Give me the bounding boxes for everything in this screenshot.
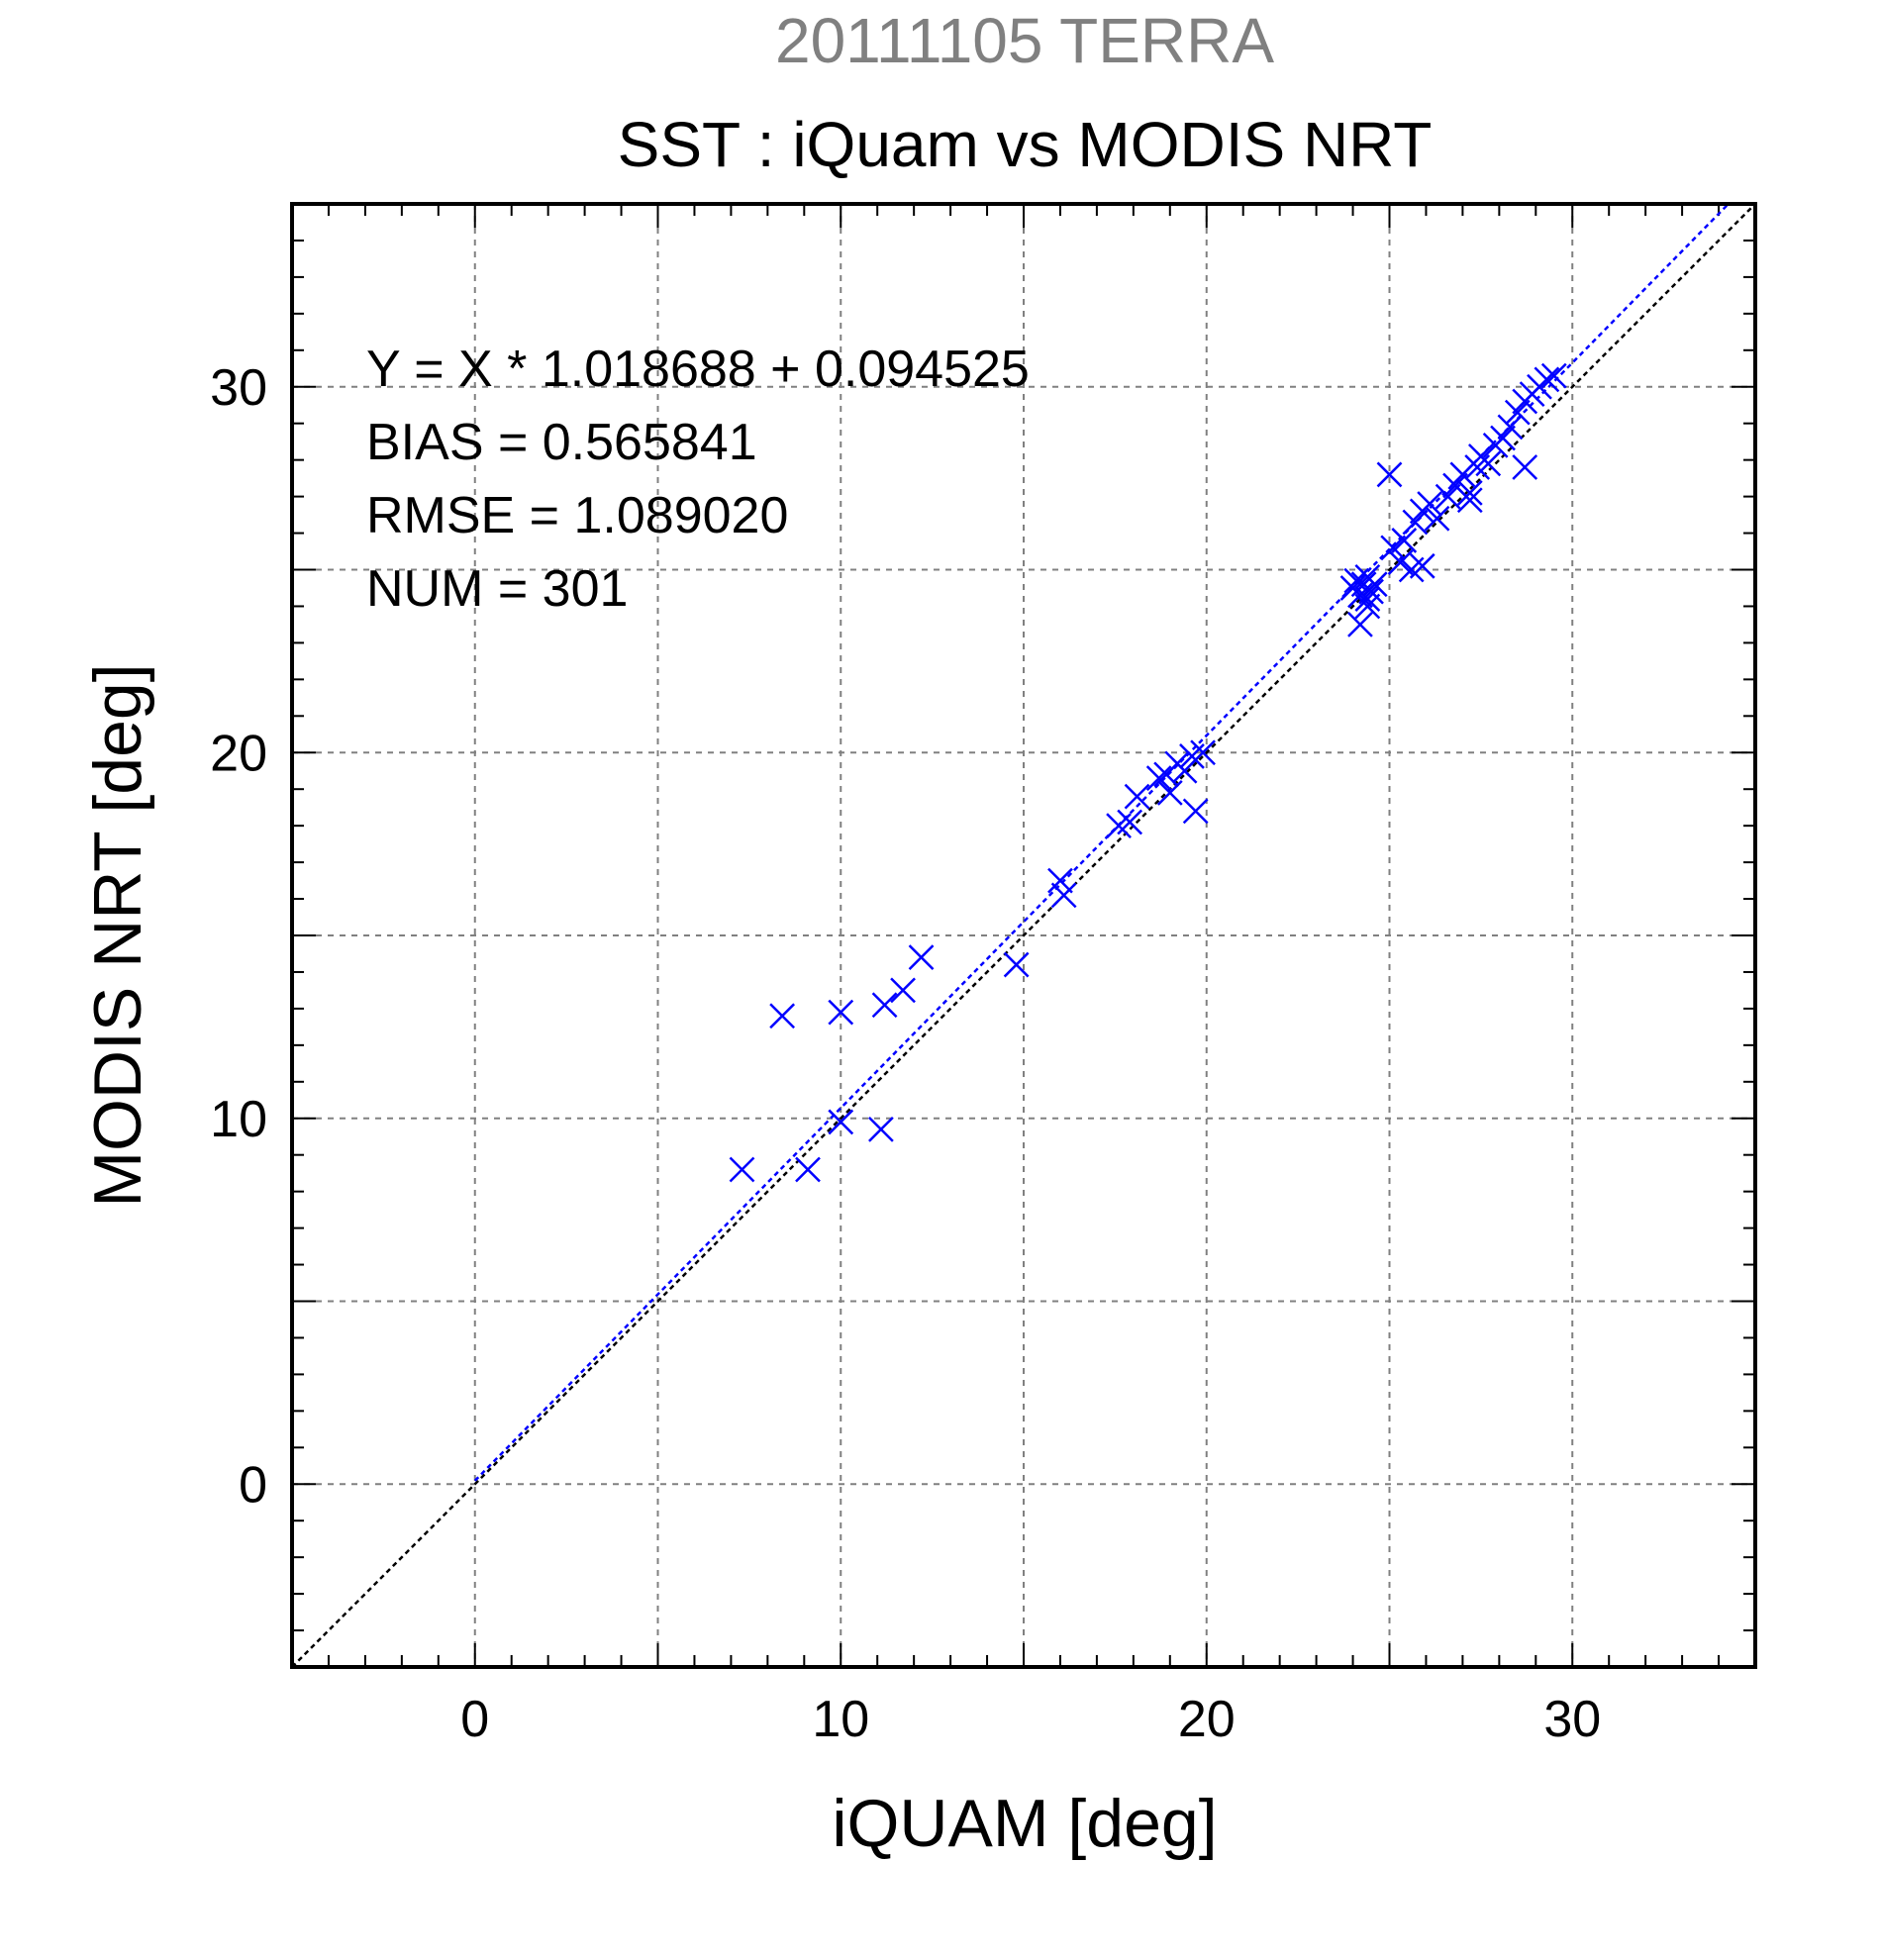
data-point	[1047, 867, 1073, 894]
data-point	[1124, 783, 1150, 810]
data-point	[1435, 483, 1461, 510]
data-point	[1424, 505, 1450, 532]
y-tick-label: 0	[239, 1456, 267, 1514]
x-axis-label: iQUAM [deg]	[832, 1786, 1217, 1861]
data-point	[890, 977, 916, 1004]
data-points	[729, 362, 1567, 1183]
data-point	[1409, 552, 1436, 579]
y-tick-label: 10	[210, 1091, 267, 1148]
tick-labels: 0 10 20 30 0 10 20 30	[210, 359, 1601, 1748]
data-point	[729, 1156, 755, 1183]
data-point	[1475, 450, 1502, 477]
data-point	[908, 944, 935, 971]
y-tick-label: 30	[210, 359, 267, 417]
data-point	[1391, 528, 1418, 553]
data-point	[1190, 739, 1216, 766]
data-point	[795, 1156, 821, 1183]
data-point	[1417, 491, 1443, 517]
chart-title: SST : iQuam vs MODIS NRT	[618, 109, 1433, 180]
x-tick-label: 0	[460, 1691, 489, 1748]
x-tick-label: 20	[1178, 1691, 1236, 1748]
data-point	[1050, 882, 1077, 909]
chart-subtitle: 20111105 TERRA	[775, 5, 1274, 76]
x-tick-label: 30	[1543, 1691, 1601, 1748]
data-point	[1361, 571, 1388, 598]
bias-value: BIAS = 0.565841	[366, 414, 757, 471]
data-point	[1512, 454, 1538, 480]
data-point	[1354, 593, 1381, 620]
data-point	[1117, 809, 1143, 835]
data-point	[1354, 586, 1381, 612]
data-point	[1504, 399, 1531, 426]
stats-annotation: Y = X * 1.018688 + 0.094525 BIAS = 0.565…	[366, 341, 1030, 618]
data-point	[868, 1116, 894, 1142]
data-point	[1156, 780, 1183, 806]
data-point	[1402, 509, 1429, 536]
data-point	[828, 999, 854, 1026]
y-axis-label: MODIS NRT [deg]	[80, 663, 155, 1207]
x-tick-label: 10	[812, 1691, 869, 1748]
data-point	[1182, 798, 1209, 825]
data-point	[769, 1003, 796, 1029]
num-value: NUM = 301	[366, 560, 628, 618]
data-point	[1358, 578, 1384, 605]
data-point	[1003, 951, 1030, 978]
data-point	[828, 1109, 854, 1135]
data-point	[1376, 461, 1403, 488]
data-point	[1387, 549, 1414, 575]
rmse-value: RMSE = 1.089020	[366, 487, 788, 544]
y-tick-label: 20	[210, 725, 267, 782]
data-point	[1540, 362, 1567, 389]
data-point	[1490, 425, 1516, 451]
regression-equation: Y = X * 1.018688 + 0.094525	[366, 341, 1030, 398]
data-point	[1456, 480, 1483, 506]
data-point	[1534, 366, 1560, 393]
data-point	[1497, 414, 1524, 441]
data-point	[1145, 765, 1172, 791]
data-point	[1456, 487, 1483, 514]
data-point	[871, 992, 898, 1019]
data-point	[1347, 612, 1373, 637]
plot-frame	[290, 202, 1757, 1669]
data-point	[1380, 535, 1407, 561]
